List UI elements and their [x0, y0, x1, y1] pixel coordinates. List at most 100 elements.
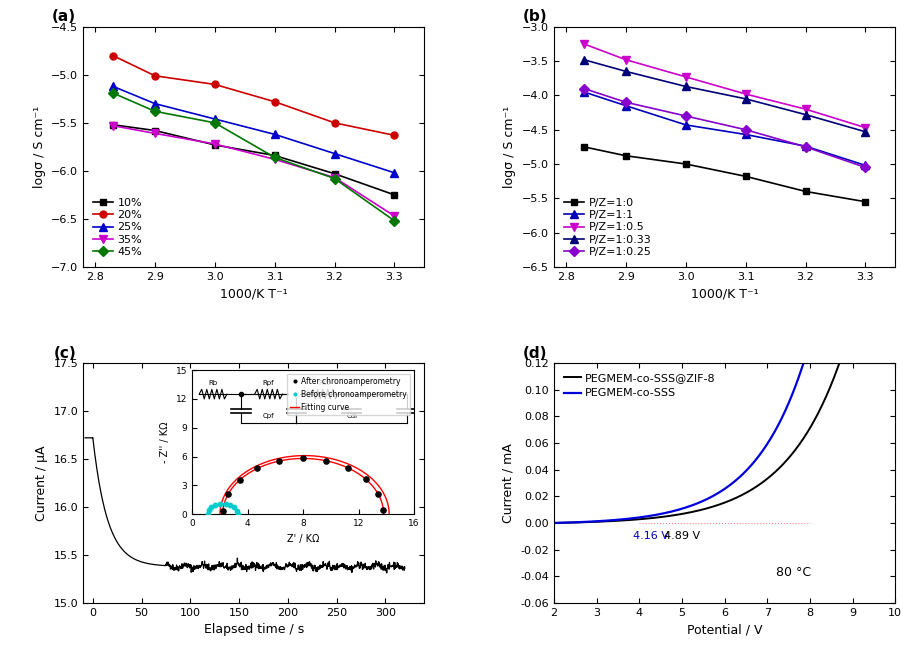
PEGMEM-co-SSS — [798, 359, 809, 367]
Text: 4.16 V: 4.16 V — [633, 531, 669, 541]
25% — [389, 169, 400, 177]
Line: 20%: 20% — [110, 52, 398, 139]
Legend: 10%, 20%, 25%, 35%, 45%: 10%, 20%, 25%, 35%, 45% — [89, 194, 147, 261]
Text: (d): (d) — [522, 346, 547, 360]
Text: (a): (a) — [52, 9, 77, 24]
P/Z=1:0.33 — [620, 68, 631, 76]
25% — [210, 115, 221, 123]
35% — [329, 174, 340, 182]
PEGMEM-co-SSS@ZIF-8 — [815, 405, 826, 413]
PEGMEM-co-SSS — [783, 400, 794, 408]
Line: 10%: 10% — [110, 121, 398, 198]
20% — [150, 72, 161, 80]
P/Z=1:0 — [579, 143, 590, 151]
P/Z=1:0.5 — [860, 124, 871, 132]
PEGMEM-co-SSS@ZIF-8 — [890, 359, 901, 367]
20% — [329, 119, 340, 127]
P/Z=1:0.33 — [740, 95, 751, 103]
Text: 80 °C: 80 °C — [776, 566, 811, 580]
P/Z=1:1 — [740, 131, 751, 139]
PEGMEM-co-SSS — [815, 359, 826, 367]
P/Z=1:0.25 — [860, 163, 871, 172]
Legend: PEGMEM-co-SSS@ZIF-8, PEGMEM-co-SSS: PEGMEM-co-SSS@ZIF-8, PEGMEM-co-SSS — [559, 369, 720, 403]
10% — [270, 151, 281, 159]
P/Z=1:0.25 — [800, 143, 811, 151]
45% — [107, 89, 118, 97]
Text: (b): (b) — [522, 9, 547, 24]
P/Z=1:1 — [579, 88, 590, 96]
45% — [329, 174, 340, 182]
P/Z=1:0.25 — [680, 112, 691, 120]
10% — [389, 191, 400, 199]
X-axis label: Potential / V: Potential / V — [687, 623, 762, 636]
45% — [389, 217, 400, 225]
P/Z=1:0.5 — [740, 90, 751, 98]
10% — [150, 127, 161, 135]
Line: 25%: 25% — [109, 82, 399, 177]
PEGMEM-co-SSS@ZIF-8 — [699, 505, 710, 513]
PEGMEM-co-SSS@ZIF-8 — [583, 518, 594, 526]
P/Z=1:1 — [680, 121, 691, 129]
P/Z=1:0.5 — [620, 56, 631, 64]
25% — [270, 131, 281, 139]
Y-axis label: Current / μA: Current / μA — [35, 445, 48, 521]
35% — [150, 129, 161, 137]
35% — [270, 155, 281, 163]
Text: 4.89 V: 4.89 V — [664, 531, 701, 541]
P/Z=1:0 — [680, 160, 691, 168]
P/Z=1:0.5 — [800, 105, 811, 113]
PEGMEM-co-SSS@ZIF-8 — [687, 508, 698, 516]
Line: PEGMEM-co-SSS@ZIF-8: PEGMEM-co-SSS@ZIF-8 — [554, 363, 895, 523]
P/Z=1:0 — [800, 188, 811, 196]
20% — [210, 80, 221, 88]
Y-axis label: logσ / S cm⁻¹: logσ / S cm⁻¹ — [503, 106, 517, 188]
P/Z=1:1 — [860, 161, 871, 170]
Line: P/Z=1:0.33: P/Z=1:0.33 — [580, 56, 869, 136]
PEGMEM-co-SSS — [583, 518, 594, 526]
Line: PEGMEM-co-SSS: PEGMEM-co-SSS — [554, 363, 895, 523]
P/Z=1:0 — [860, 198, 871, 206]
45% — [270, 153, 281, 161]
Y-axis label: logσ / S cm⁻¹: logσ / S cm⁻¹ — [32, 106, 45, 188]
PEGMEM-co-SSS@ZIF-8 — [548, 519, 559, 527]
Line: P/Z=1:1: P/Z=1:1 — [580, 88, 869, 170]
P/Z=1:0.25 — [740, 126, 751, 134]
P/Z=1:1 — [800, 142, 811, 150]
Line: 35%: 35% — [109, 121, 399, 220]
20% — [389, 131, 400, 139]
45% — [150, 107, 161, 115]
PEGMEM-co-SSS — [699, 496, 710, 505]
PEGMEM-co-SSS — [687, 501, 698, 509]
25% — [150, 100, 161, 108]
25% — [107, 82, 118, 90]
Line: P/Z=1:0: P/Z=1:0 — [581, 143, 869, 205]
P/Z=1:0.5 — [680, 73, 691, 81]
P/Z=1:0 — [740, 172, 751, 180]
35% — [210, 140, 221, 148]
Y-axis label: Current / mA: Current / mA — [502, 443, 515, 523]
35% — [107, 122, 118, 130]
P/Z=1:0.25 — [579, 84, 590, 92]
P/Z=1:0.25 — [620, 98, 631, 107]
PEGMEM-co-SSS — [890, 359, 901, 367]
PEGMEM-co-SSS — [548, 519, 559, 527]
P/Z=1:0.5 — [579, 40, 590, 48]
Text: (c): (c) — [54, 346, 77, 360]
PEGMEM-co-SSS@ZIF-8 — [834, 359, 845, 367]
Line: 45%: 45% — [110, 90, 398, 224]
P/Z=1:0.33 — [860, 128, 871, 136]
20% — [107, 52, 118, 60]
25% — [329, 149, 340, 157]
P/Z=1:1 — [620, 102, 631, 110]
Line: P/Z=1:0.5: P/Z=1:0.5 — [580, 40, 869, 132]
Legend: P/Z=1:0, P/Z=1:1, P/Z=1:0.5, P/Z=1:0.33, P/Z=1:0.25: P/Z=1:0, P/Z=1:1, P/Z=1:0.5, P/Z=1:0.33,… — [559, 194, 656, 261]
P/Z=1:0 — [620, 151, 631, 159]
35% — [389, 212, 400, 220]
X-axis label: Elapsed time / s: Elapsed time / s — [204, 623, 304, 636]
P/Z=1:0.33 — [680, 82, 691, 90]
20% — [270, 98, 281, 106]
10% — [329, 170, 340, 178]
45% — [210, 119, 221, 127]
PEGMEM-co-SSS@ZIF-8 — [821, 392, 832, 400]
P/Z=1:0.33 — [579, 56, 590, 64]
